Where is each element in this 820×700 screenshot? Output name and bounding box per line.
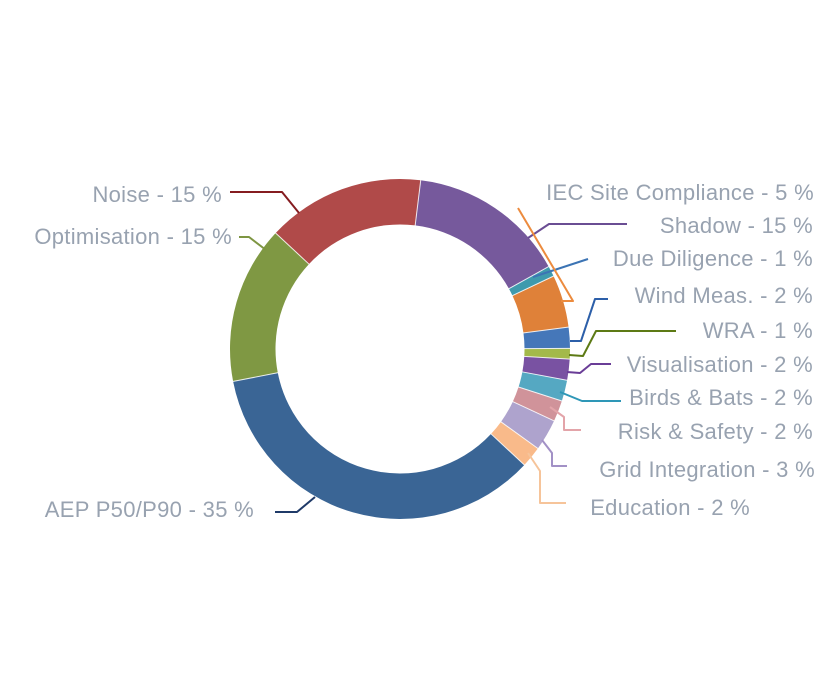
label-wind-meas: Wind Meas. - 2 % [634,283,813,308]
slice-separator [517,386,563,402]
label-iec-site-compliance: IEC Site Compliance - 5 % [546,180,814,205]
slice-separator [508,265,550,290]
segment-grid_integration [500,401,555,449]
slice-separator [511,275,555,297]
leader-line-wind_meas [570,298,608,342]
leader-line-visualisation [566,363,611,374]
label-grid-integration: Grid Integration - 3 % [599,457,815,482]
segment-birds_bats [518,371,568,401]
slice-separator [500,421,539,450]
leader-line-birds_bats [559,391,621,402]
leader-line-education [527,452,566,504]
label-wra: WRA - 1 % [702,318,813,343]
segment-shadow [415,180,549,289]
leader-line-grid_integration [541,439,567,467]
leader-line-risk_safety [549,406,581,431]
segment-aep_p50_p90 [233,372,525,520]
label-birds-bats: Birds & Bats - 2 % [629,385,813,410]
slice-separator [232,372,279,383]
segment-wind_meas [523,327,570,349]
slice-separator [521,371,568,381]
leader-line-shadow [527,223,627,239]
slice-separator [512,400,555,422]
label-noise: Noise - 15 % [92,182,222,207]
segment-optimisation [229,233,309,382]
segment-noise [275,178,421,265]
leader-line-noise [230,191,300,214]
label-optimisation: Optimisation - 15 % [34,224,232,249]
slice-separator [274,232,310,265]
label-shadow: Shadow - 15 % [659,213,813,238]
segment-education [491,421,538,465]
label-due-diligence: Due Diligence - 1 % [612,246,813,271]
label-visualisation: Visualisation - 2 % [626,352,813,377]
slice-separator [414,179,422,226]
slice-separator [523,355,571,360]
segment-wra [524,348,570,360]
label-aep-p50-p90: AEP P50/P90 - 35 % [44,497,254,522]
slice-separator [490,433,526,466]
label-risk-safety: Risk & Safety - 2 % [617,419,813,444]
leader-line-optimisation [239,236,267,251]
segment-risk_safety [512,387,562,421]
leader-line-iec_site_compliance [517,207,574,302]
leader-line-wra [568,330,676,357]
segment-visualisation [522,356,570,381]
leader-line-due_diligence [532,258,589,278]
slice-separator [522,326,570,334]
segment-iec_site_compliance [512,276,569,333]
leader-line-aep_p50_p90 [275,496,316,513]
label-education: Education - 2 % [590,495,750,520]
